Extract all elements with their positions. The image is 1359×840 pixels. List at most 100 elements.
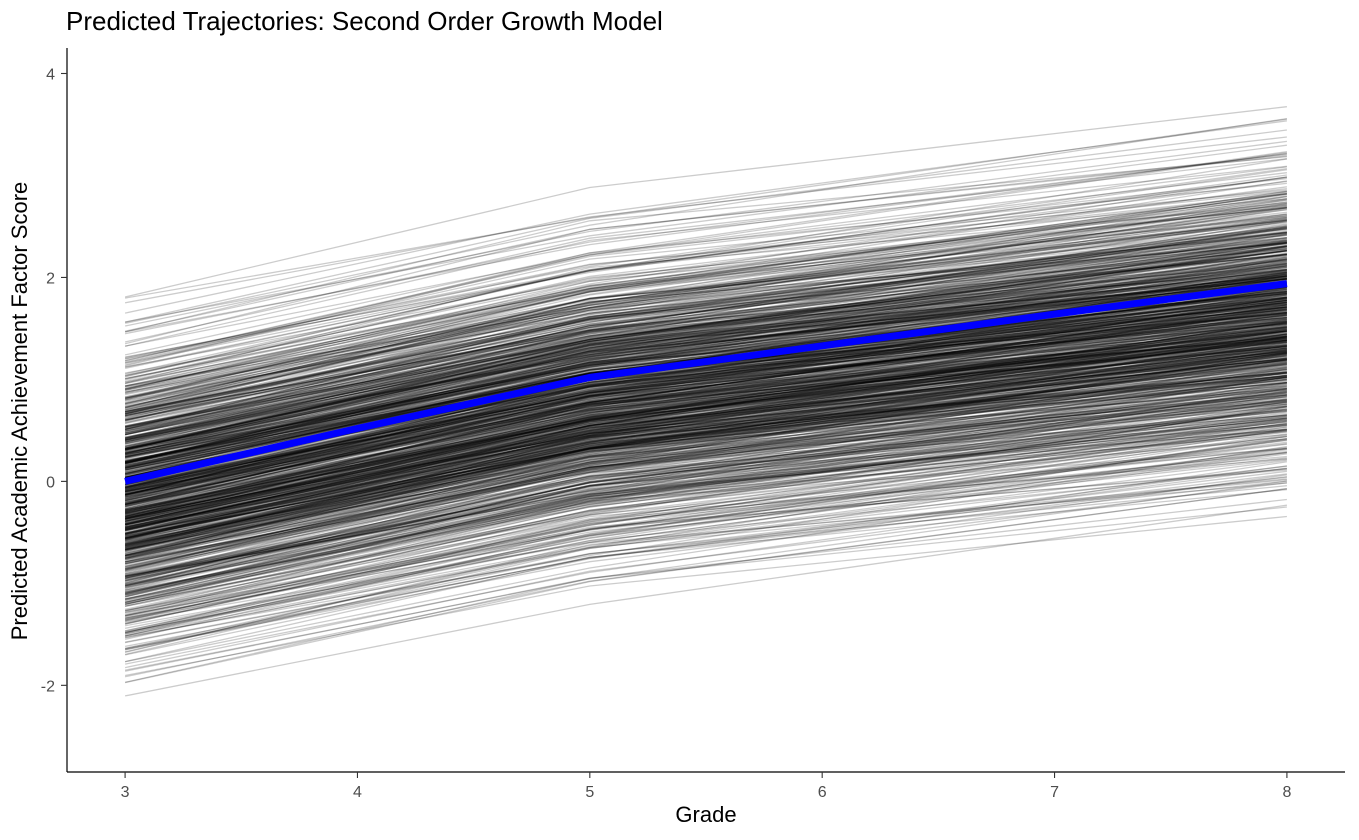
trajectory-line bbox=[124, 377, 1287, 536]
trajectory-line bbox=[124, 391, 1287, 568]
trajectory-line bbox=[124, 376, 1287, 556]
trajectory-line bbox=[124, 300, 1287, 492]
trajectory-line bbox=[124, 437, 1287, 641]
trajectory-line bbox=[124, 408, 1287, 585]
trajectory-line bbox=[124, 330, 1287, 506]
trajectory-line bbox=[124, 411, 1287, 604]
trajectory-line bbox=[124, 297, 1287, 491]
trajectory-line bbox=[124, 317, 1287, 486]
trajectory-line bbox=[124, 339, 1287, 521]
trajectory-line bbox=[124, 353, 1287, 555]
trajectory-line bbox=[124, 232, 1287, 417]
trajectory-line bbox=[124, 349, 1287, 548]
trajectory-line bbox=[124, 250, 1287, 449]
trajectory-line bbox=[124, 476, 1287, 651]
trajectory-line bbox=[124, 230, 1287, 429]
trajectory-line bbox=[124, 345, 1287, 526]
trajectory-line bbox=[124, 303, 1287, 493]
trajectory-line bbox=[124, 332, 1287, 520]
trajectory-line bbox=[124, 156, 1287, 333]
trajectory-line bbox=[124, 299, 1287, 496]
trajectory-line bbox=[124, 273, 1287, 465]
trajectory-line bbox=[124, 414, 1287, 579]
trajectory-line bbox=[124, 306, 1287, 470]
trajectory-line bbox=[124, 321, 1287, 514]
trajectory-line bbox=[124, 400, 1287, 572]
trajectory-line bbox=[124, 352, 1287, 551]
trajectory-line bbox=[124, 336, 1287, 526]
trajectory-line bbox=[124, 152, 1287, 335]
trajectory-line bbox=[124, 330, 1287, 509]
trajectory-line bbox=[124, 378, 1287, 537]
x-tick-label: 3 bbox=[121, 784, 130, 801]
trajectory-line bbox=[124, 331, 1287, 520]
trajectory-line bbox=[124, 295, 1287, 469]
x-tick-label: 6 bbox=[818, 784, 827, 801]
trajectory-line bbox=[124, 220, 1287, 411]
trajectory-line bbox=[124, 468, 1287, 635]
trajectory-line bbox=[124, 206, 1287, 387]
trajectory-line bbox=[124, 346, 1287, 551]
trajectory-line bbox=[124, 312, 1287, 515]
trajectory-line bbox=[124, 338, 1287, 531]
trajectory-line bbox=[124, 329, 1287, 526]
trajectory-line bbox=[124, 218, 1287, 413]
trajectory-line bbox=[124, 371, 1287, 537]
trajectory-line bbox=[124, 390, 1287, 593]
trajectory-line bbox=[124, 257, 1287, 432]
trajectory-line bbox=[124, 401, 1287, 577]
trajectory-line bbox=[124, 247, 1287, 417]
trajectory-line bbox=[124, 259, 1287, 427]
trajectory-line bbox=[124, 258, 1287, 459]
trajectory-line bbox=[124, 269, 1287, 440]
trajectory-line bbox=[124, 341, 1287, 529]
trajectory-line bbox=[124, 348, 1287, 539]
trajectory-line bbox=[124, 359, 1287, 536]
trajectory-line bbox=[124, 429, 1287, 605]
trajectory-line bbox=[124, 400, 1287, 587]
trajectory-line bbox=[124, 345, 1287, 511]
trajectory-line bbox=[124, 308, 1287, 500]
trajectory-line bbox=[124, 269, 1287, 453]
trajectory-line bbox=[124, 356, 1287, 534]
trajectory-line bbox=[124, 309, 1287, 471]
trajectory-line bbox=[124, 381, 1287, 578]
trajectory-line bbox=[124, 314, 1288, 521]
trajectory-line bbox=[124, 195, 1288, 398]
trajectory-line bbox=[124, 272, 1287, 454]
trajectory-line bbox=[124, 340, 1287, 515]
trajectory-line bbox=[124, 311, 1287, 488]
trajectory-line bbox=[124, 273, 1287, 451]
trajectory-line bbox=[124, 180, 1287, 377]
trajectory-line bbox=[124, 254, 1287, 448]
trajectory-line bbox=[124, 372, 1287, 547]
trajectory-line bbox=[124, 458, 1287, 635]
trajectory-line bbox=[124, 417, 1287, 596]
trajectory-line bbox=[124, 360, 1287, 542]
trajectory-line bbox=[124, 213, 1287, 411]
trajectory-line bbox=[124, 334, 1287, 505]
trajectory-line bbox=[124, 327, 1287, 512]
trajectory-line bbox=[124, 473, 1287, 648]
trajectory-line bbox=[124, 368, 1287, 551]
trajectory-line bbox=[124, 387, 1287, 575]
trajectory-line bbox=[124, 285, 1287, 488]
trajectory-line bbox=[124, 227, 1287, 413]
trajectory-line bbox=[124, 362, 1287, 529]
trajectory-line bbox=[124, 399, 1287, 566]
trajectory-line bbox=[124, 323, 1287, 499]
trajectory-line bbox=[124, 155, 1287, 332]
trajectory-line bbox=[124, 376, 1287, 564]
trajectory-line bbox=[124, 318, 1287, 494]
trajectory-line bbox=[124, 401, 1287, 598]
trajectory-line bbox=[124, 308, 1287, 498]
trajectory-line bbox=[124, 361, 1287, 542]
trajectory-line bbox=[124, 343, 1287, 529]
trajectory-line bbox=[124, 385, 1287, 571]
trajectory-line bbox=[124, 245, 1287, 428]
trajectory-line bbox=[124, 382, 1287, 543]
trajectory-line bbox=[124, 376, 1287, 540]
trajectory-line bbox=[124, 327, 1287, 498]
trajectory-line bbox=[124, 410, 1287, 589]
trajectory-line bbox=[124, 389, 1287, 548]
